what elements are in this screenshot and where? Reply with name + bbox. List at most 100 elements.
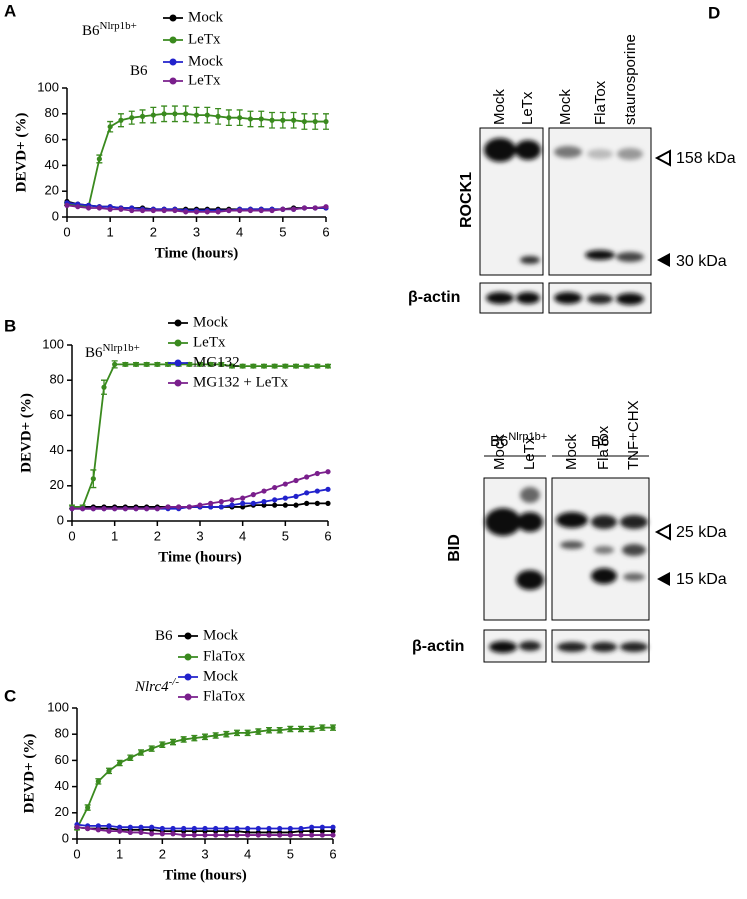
data-point: [261, 499, 267, 505]
data-point: [95, 823, 101, 829]
data-point: [312, 118, 318, 125]
data-point: [181, 736, 187, 743]
data-point: [161, 207, 167, 214]
data-point: [226, 115, 232, 121]
data-point: [69, 506, 75, 512]
x-tick-label: 6: [329, 846, 336, 861]
data-point: [293, 363, 299, 369]
legend-label: Mock: [203, 627, 238, 643]
data-point: [161, 111, 167, 117]
data-point: [298, 726, 304, 732]
x-tick-label: 2: [154, 528, 161, 543]
data-point: [229, 502, 235, 508]
data-point: [282, 495, 288, 501]
data-point: [127, 755, 133, 761]
legend-label: MG132: [193, 354, 240, 370]
data-point: [144, 361, 150, 367]
data-point: [112, 361, 118, 367]
lane-label: staurosporine: [622, 34, 639, 125]
lane-label: LeTx: [519, 91, 536, 125]
data-point: [323, 118, 329, 125]
data-point: [176, 504, 182, 510]
lane-label: FlaTox: [592, 80, 609, 125]
data-point: [96, 205, 102, 211]
data-point: [183, 209, 189, 215]
group-sup: Nlrp1b+: [103, 342, 140, 354]
data-point: [309, 726, 315, 732]
data-point: [250, 492, 256, 498]
legend-label: LeTx: [188, 72, 221, 88]
data-point: [330, 832, 336, 838]
data-point: [319, 725, 325, 731]
data-point: [202, 825, 208, 832]
x-tick-label: 5: [282, 528, 289, 543]
data-point: [213, 732, 219, 739]
x-tick-label: 0: [63, 224, 70, 239]
data-point: [96, 156, 102, 162]
data-point: [118, 206, 124, 212]
protein-label: BID: [446, 534, 463, 562]
x-tick-label: 3: [193, 224, 200, 239]
data-point: [159, 825, 165, 832]
data-point: [245, 832, 251, 838]
data-point: [159, 742, 165, 748]
data-point: [325, 363, 331, 369]
y-tick-label: 20: [50, 477, 64, 492]
data-point: [312, 205, 318, 211]
data-point: [319, 824, 325, 830]
data-point: [106, 823, 112, 829]
data-point: [301, 205, 308, 211]
lane-label: Mock: [557, 89, 574, 125]
data-point: [149, 824, 155, 830]
data-point: [245, 730, 251, 736]
data-point: [186, 504, 192, 510]
panel-label: C: [4, 686, 16, 705]
bands: [484, 138, 644, 264]
data-point: [237, 115, 243, 121]
x-tick-label: 6: [322, 224, 329, 239]
protein-label: ROCK1: [458, 172, 475, 228]
legend-label: LeTx: [188, 31, 221, 47]
data-point: [129, 207, 135, 214]
data-point: [149, 831, 155, 837]
data-point: [204, 209, 210, 215]
legend-label: Mock: [193, 314, 228, 330]
x-tick-label: 1: [116, 846, 123, 861]
bands: [486, 292, 644, 305]
loading-label: β-actin: [408, 289, 460, 306]
data-point: [117, 824, 123, 830]
data-point: [107, 206, 113, 212]
data-point: [250, 500, 256, 506]
data-point: [101, 506, 107, 512]
y-tick-label: 40: [55, 778, 69, 793]
data-point: [218, 361, 224, 367]
data-point: [280, 117, 286, 123]
panel-d: D Mock LeTx Mock FlaTox staurosporine RO…: [408, 3, 736, 663]
data-point: [258, 207, 264, 214]
legend-label: Mock: [188, 9, 223, 25]
data-point: [107, 124, 113, 130]
data-point: [154, 361, 160, 367]
data-point: [159, 831, 165, 837]
y-tick-label: 0: [52, 208, 59, 223]
data-point: [122, 361, 128, 367]
data-point: [170, 739, 176, 745]
data-point: [245, 825, 251, 832]
x-tick-label: 5: [279, 224, 286, 239]
marker-label: 158 kDa: [676, 150, 736, 167]
x-axis-title: Time (hours): [155, 245, 238, 261]
data-point: [193, 112, 200, 118]
data-point: [74, 824, 80, 830]
data-point: [181, 825, 187, 832]
data-point: [325, 469, 331, 475]
data-point: [118, 117, 124, 123]
data-point: [215, 113, 221, 119]
legend-marker: [169, 58, 177, 66]
x-tick-label: 2: [159, 846, 166, 861]
data-point: [255, 832, 261, 838]
data-point: [261, 363, 267, 369]
y-tick-label: 100: [47, 699, 69, 714]
y-tick-label: 80: [50, 372, 64, 387]
legend-marker: [184, 632, 192, 640]
